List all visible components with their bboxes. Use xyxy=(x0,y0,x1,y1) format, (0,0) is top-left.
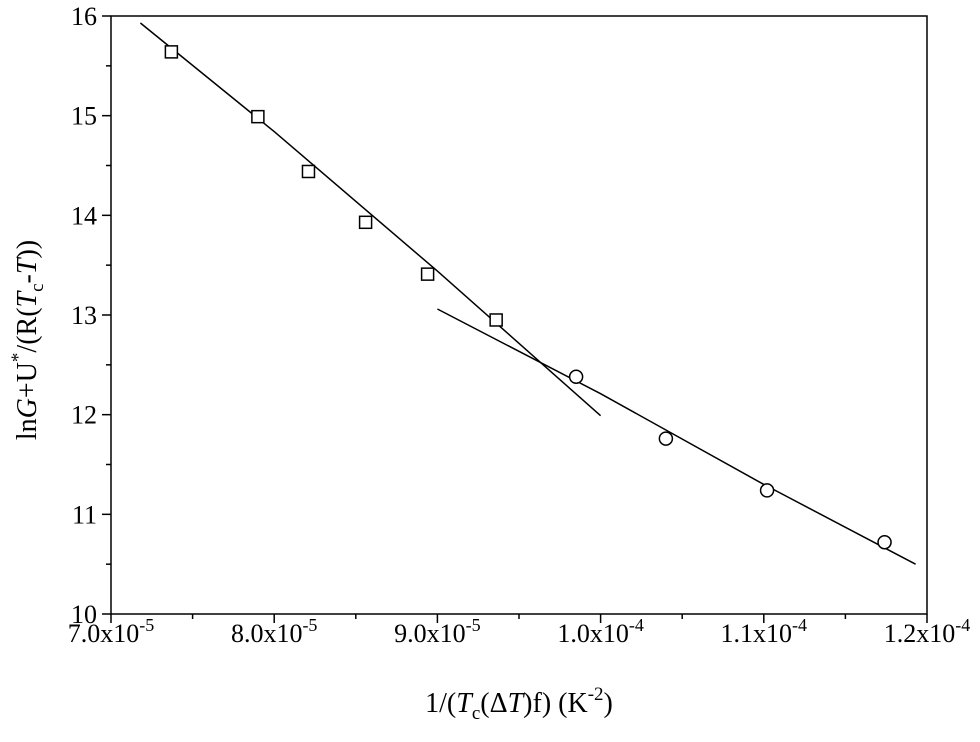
axis-ticks xyxy=(102,15,928,623)
y-axis-title: lnG+U*/(R(Tc-T)) xyxy=(8,240,48,440)
fit-lines xyxy=(139,22,916,565)
y-tick-labels: 10 11 12 13 14 15 16 xyxy=(71,2,97,629)
x-axis-title: 1/(Tc(ΔT)f) (K-2) xyxy=(425,684,613,724)
square-point xyxy=(164,45,179,59)
circle-point xyxy=(877,534,892,550)
square-point xyxy=(301,164,316,179)
fit-line-2 xyxy=(437,308,916,565)
data-points xyxy=(164,45,892,550)
square-point xyxy=(420,267,435,281)
x-tick-label: 8.0x10-5 xyxy=(231,615,318,648)
y-tick-label: 16 xyxy=(71,2,97,31)
y-tick-label: 14 xyxy=(71,201,97,230)
x-tick-label: 9.0x10-5 xyxy=(394,615,481,648)
y-tick-label: 12 xyxy=(71,401,97,430)
x-tick-label: 1.1x10-4 xyxy=(721,615,808,648)
x-tick-label: 7.0x10-5 xyxy=(68,615,155,648)
plot-frame xyxy=(110,15,928,615)
y-tick-label: 13 xyxy=(71,301,97,330)
x-tick-label: 1.2x10-4 xyxy=(884,615,971,648)
y-tick-label: 11 xyxy=(72,500,97,529)
circle-point xyxy=(658,431,674,446)
circle-point xyxy=(568,369,584,385)
fit-line-1 xyxy=(139,22,602,417)
y-tick-label: 10 xyxy=(71,600,97,629)
square-point xyxy=(251,109,265,124)
square-point xyxy=(489,313,503,327)
x-tick-labels: 7.0x10-5 8.0x10-5 9.0x10-5 1.0x10-4 1.1x10-4… xyxy=(68,615,971,648)
x-tick-label: 1.0x10-4 xyxy=(557,615,644,648)
y-tick-label: 15 xyxy=(71,102,97,131)
square-point xyxy=(358,215,373,230)
circle-point xyxy=(759,483,775,498)
